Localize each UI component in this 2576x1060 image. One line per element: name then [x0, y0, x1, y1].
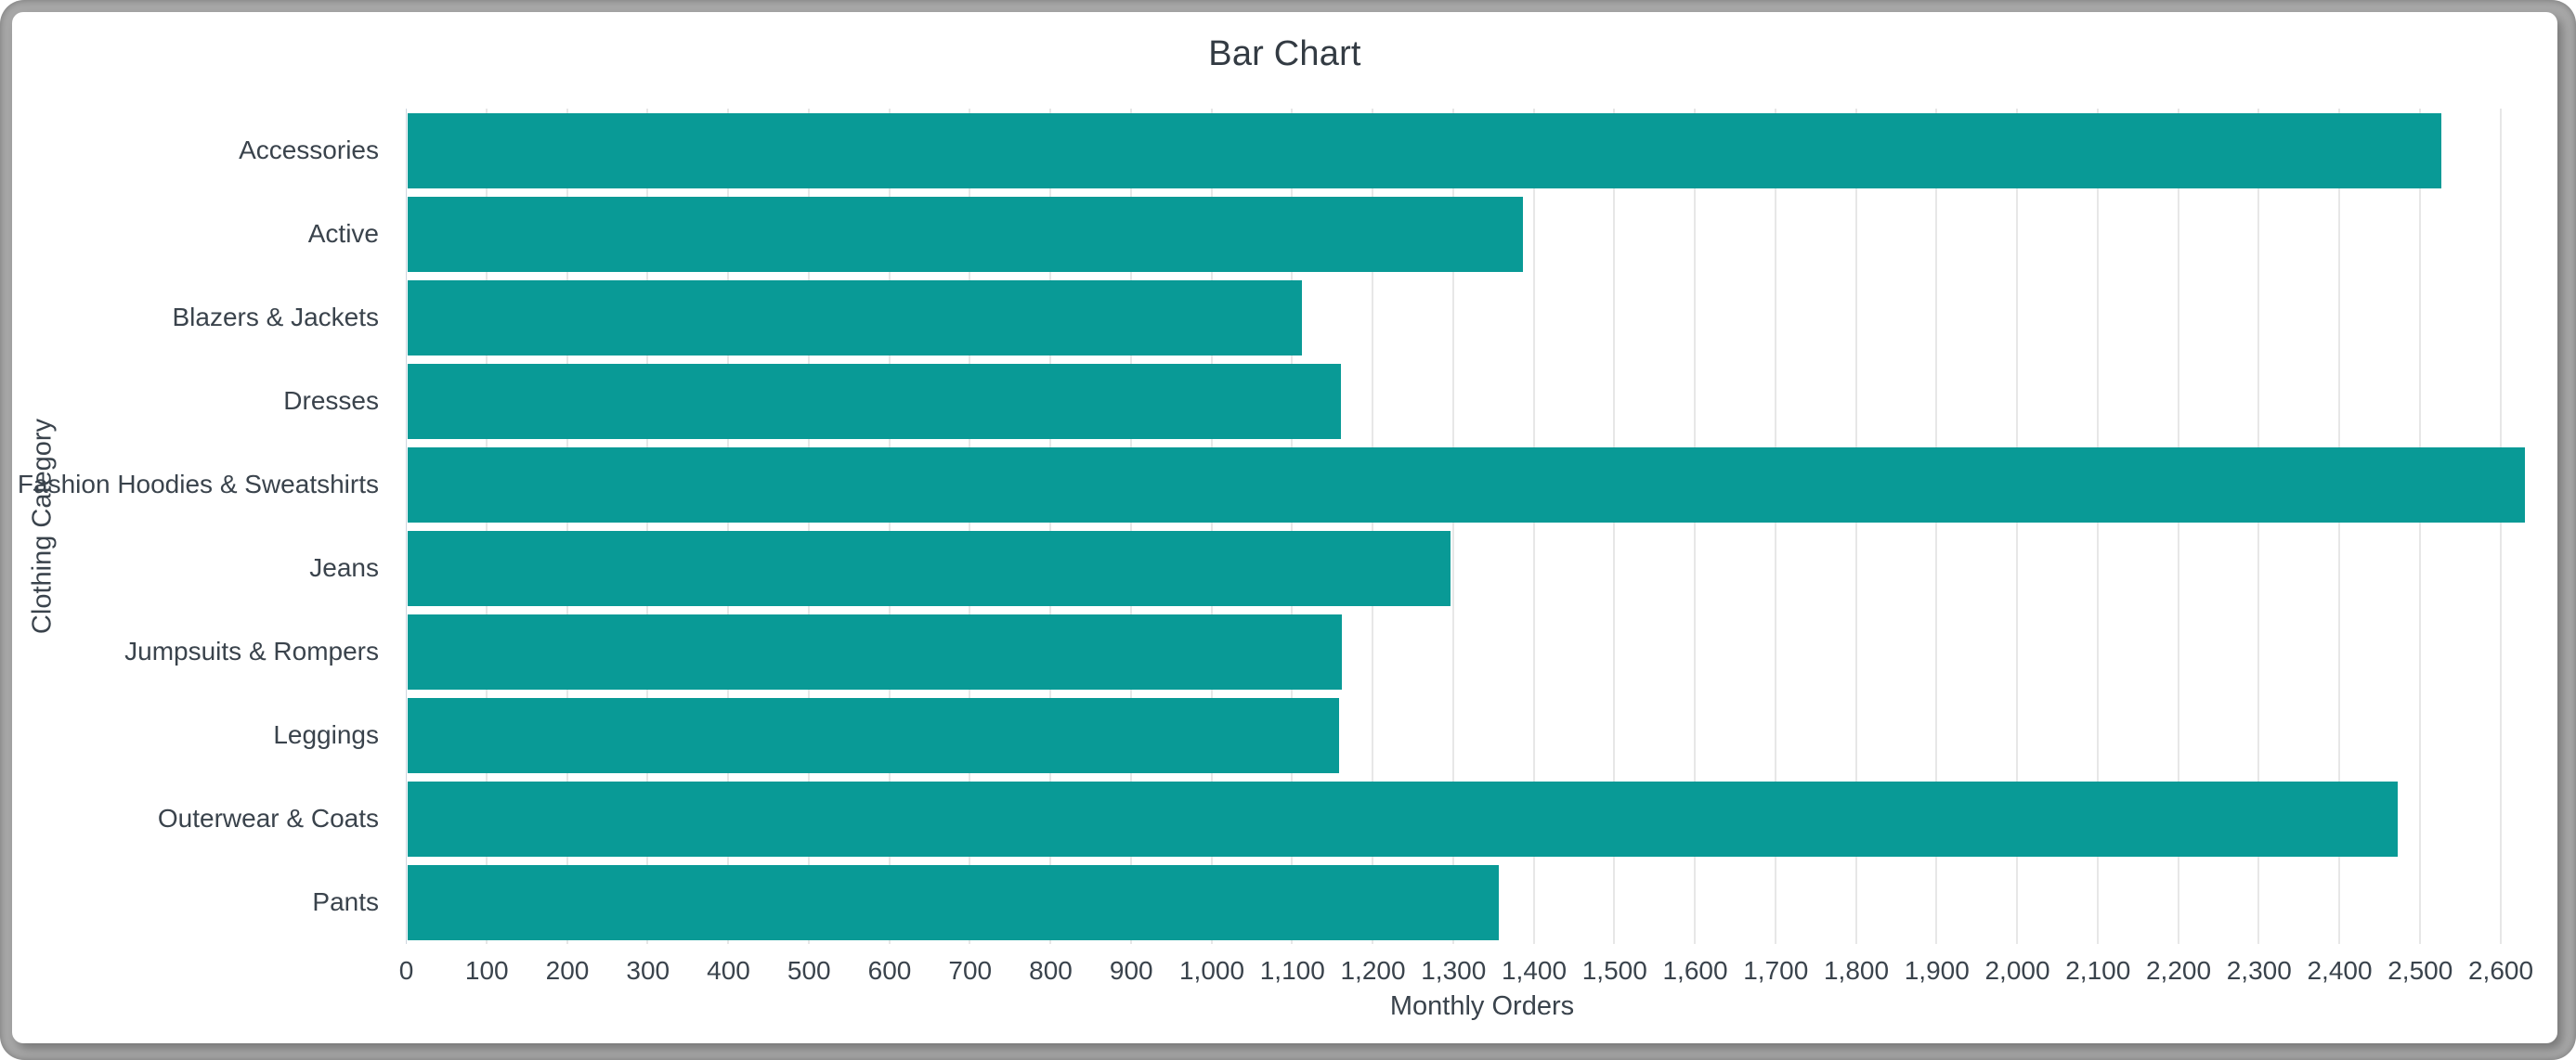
x-tick-label: 1,800 — [1823, 956, 1890, 985]
bar-leggings[interactable] — [408, 697, 1339, 773]
gridline — [1372, 109, 1373, 944]
x-tick-label: 600 — [867, 956, 912, 985]
gridline — [2338, 109, 2340, 944]
gridline — [1049, 109, 1051, 944]
gridline — [1613, 109, 1616, 944]
category-label-active: Active — [307, 219, 379, 248]
gridline — [1774, 109, 1776, 944]
category-label-fashion-hoodies-sweatshirts: Fashion Hoodies & Sweatshirts — [17, 470, 379, 498]
y-axis-title: Clothing Category — [27, 418, 58, 635]
bar-accessories[interactable] — [408, 112, 2442, 188]
x-tick-label: 2,500 — [2387, 956, 2453, 985]
bar-active[interactable] — [408, 196, 1524, 272]
gridline — [2016, 109, 2018, 944]
x-tick-label: 1,200 — [1340, 956, 1406, 985]
x-tick-label: 2,000 — [1984, 956, 2050, 985]
chart-canvas: Bar Chart Accessories Active Blazers & Jac… — [12, 12, 2557, 1043]
x-tick-label: 700 — [948, 956, 993, 985]
x-tick-label: 300 — [626, 956, 670, 985]
x-tick-label: 400 — [707, 956, 750, 985]
category-label-leggings: Leggings — [273, 720, 379, 749]
category-label-jeans: Jeans — [309, 553, 379, 582]
x-tick-label: 2,200 — [2145, 956, 2212, 985]
gridline — [2418, 109, 2421, 944]
x-tick-label: 1,700 — [1743, 956, 1809, 985]
category-label-outerwear-coats: Outerwear & Coats — [157, 804, 379, 833]
x-tick-label: 1,900 — [1904, 956, 1970, 985]
gridline — [888, 109, 891, 944]
gridline — [1532, 109, 1535, 944]
x-tick-label: 1,500 — [1581, 956, 1647, 985]
gridline — [969, 109, 971, 944]
gridline — [1291, 109, 1294, 944]
category-label-accessories: Accessories — [239, 136, 379, 164]
category-label-pants: Pants — [312, 887, 379, 916]
x-tick-label: 0 — [398, 956, 414, 985]
x-tick-label: 1,300 — [1421, 956, 1487, 985]
x-tick-label: 1,000 — [1178, 956, 1245, 985]
x-tick-label: 2,400 — [2307, 956, 2373, 985]
gridline — [2499, 109, 2502, 944]
x-tick-label: 1,100 — [1259, 956, 1325, 985]
x-tick-label: 500 — [787, 956, 831, 985]
category-label-blazers-jackets: Blazers & Jackets — [172, 303, 379, 331]
gridline — [2257, 109, 2260, 944]
bar-dresses[interactable] — [408, 363, 1341, 439]
gridline — [646, 109, 649, 944]
x-tick-label: 1,400 — [1501, 956, 1568, 985]
gridline — [2177, 109, 2179, 944]
x-tick-label: 200 — [545, 956, 590, 985]
gridline — [566, 109, 568, 944]
bar-jumpsuits-rompers[interactable] — [408, 614, 1343, 690]
x-tick-label: 2,300 — [2226, 956, 2292, 985]
chart-title: Bar Chart — [1208, 34, 1361, 73]
x-tick-label: 2,600 — [2467, 956, 2534, 985]
bar-blazers-jackets[interactable] — [408, 279, 1302, 355]
gridline — [485, 109, 488, 944]
x-tick-label: 1,600 — [1662, 956, 1728, 985]
bar-outerwear-coats[interactable] — [408, 781, 2398, 857]
bar-fashion-hoodies-sweatshirts[interactable] — [408, 446, 2525, 523]
gridline — [727, 109, 729, 944]
gridline — [1451, 109, 1454, 944]
gridline — [807, 109, 810, 944]
category-label-jumpsuits-rompers: Jumpsuits & Rompers — [124, 637, 379, 666]
x-tick-label: 100 — [464, 956, 509, 985]
axis-baseline — [406, 109, 407, 944]
x-tick-label: 2,100 — [2065, 956, 2131, 985]
bar-jeans[interactable] — [408, 530, 1451, 606]
gridline — [1210, 109, 1213, 944]
x-tick-label: 800 — [1029, 956, 1073, 985]
gridline — [1694, 109, 1696, 944]
gridline — [1935, 109, 1938, 944]
plot-area — [406, 109, 2557, 944]
x-tick-label: 900 — [1109, 956, 1153, 985]
gridline — [1129, 109, 1132, 944]
category-label-dresses: Dresses — [283, 386, 379, 415]
bar-pants[interactable] — [408, 864, 1500, 940]
x-axis-title: Monthly Orders — [1389, 991, 1575, 1021]
gridline — [1854, 109, 1857, 944]
gridline — [2096, 109, 2099, 944]
